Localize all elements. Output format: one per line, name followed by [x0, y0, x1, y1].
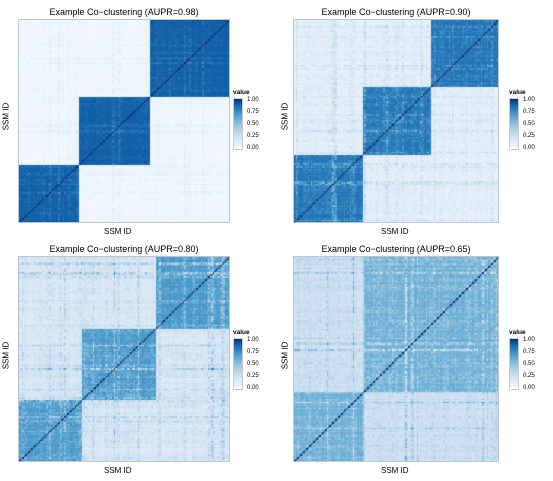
x-axis-label: SSM ID — [381, 227, 409, 236]
legend-colorbar — [233, 338, 243, 390]
legend-tick: 0.25 — [247, 373, 259, 379]
legend-tick: 1.00 — [247, 97, 259, 103]
legend-tick: 0.50 — [247, 121, 259, 127]
heatmap-cells — [294, 257, 498, 461]
legend-tick: 1.00 — [247, 337, 259, 343]
y-axis-label: SSM ID — [1, 341, 11, 370]
legend-tick: 0.00 — [523, 145, 535, 151]
heatmap-plot — [293, 256, 499, 462]
legend-tick: 0.75 — [523, 349, 535, 355]
legend-title: value — [509, 329, 526, 336]
chart-title: Example Co−clustering (AUPR=0.80) — [49, 244, 199, 254]
chart-title: Example Co−clustering (AUPR=0.65) — [321, 244, 471, 254]
legend-colorbar — [509, 98, 519, 150]
legend-tick: 0.75 — [523, 109, 535, 115]
x-axis-label: SSM ID — [104, 227, 132, 236]
heatmap-cells — [19, 257, 229, 461]
legend-tick: 0.25 — [523, 373, 535, 379]
legend-tick: 0.00 — [523, 385, 535, 391]
legend-colorbar — [509, 338, 519, 390]
heatmap-plot — [18, 19, 230, 223]
legend-title: value — [233, 89, 250, 96]
y-axis-label: SSM ID — [280, 341, 290, 370]
legend-tick: 0.25 — [523, 133, 535, 139]
legend-tick: 1.00 — [523, 97, 535, 103]
legend-tick: 0.25 — [247, 133, 259, 139]
y-axis-label: SSM ID — [1, 102, 11, 131]
legend-tick: 0.75 — [247, 109, 259, 115]
x-axis-label: SSM ID — [381, 466, 409, 475]
legend-tick: 0.75 — [247, 349, 259, 355]
legend-title: value — [233, 329, 250, 336]
chart-title: Example Co−clustering (AUPR=0.90) — [321, 7, 471, 17]
legend-tick: 0.00 — [247, 145, 259, 151]
y-axis-label: SSM ID — [280, 102, 290, 131]
legend-tick: 0.50 — [523, 121, 535, 127]
legend-tick: 1.00 — [523, 337, 535, 343]
legend-tick: 0.00 — [247, 385, 259, 391]
legend-colorbar — [233, 98, 243, 150]
x-axis-label: SSM ID — [104, 466, 132, 475]
heatmap-plot — [293, 19, 499, 223]
legend-tick: 0.50 — [247, 361, 259, 367]
legend-tick: 0.50 — [523, 361, 535, 367]
heatmap-plot — [18, 256, 230, 462]
chart-title: Example Co−clustering (AUPR=0.98) — [49, 7, 199, 17]
heatmap-cells — [19, 20, 229, 222]
legend-title: value — [509, 89, 526, 96]
heatmap-cells — [294, 20, 498, 222]
